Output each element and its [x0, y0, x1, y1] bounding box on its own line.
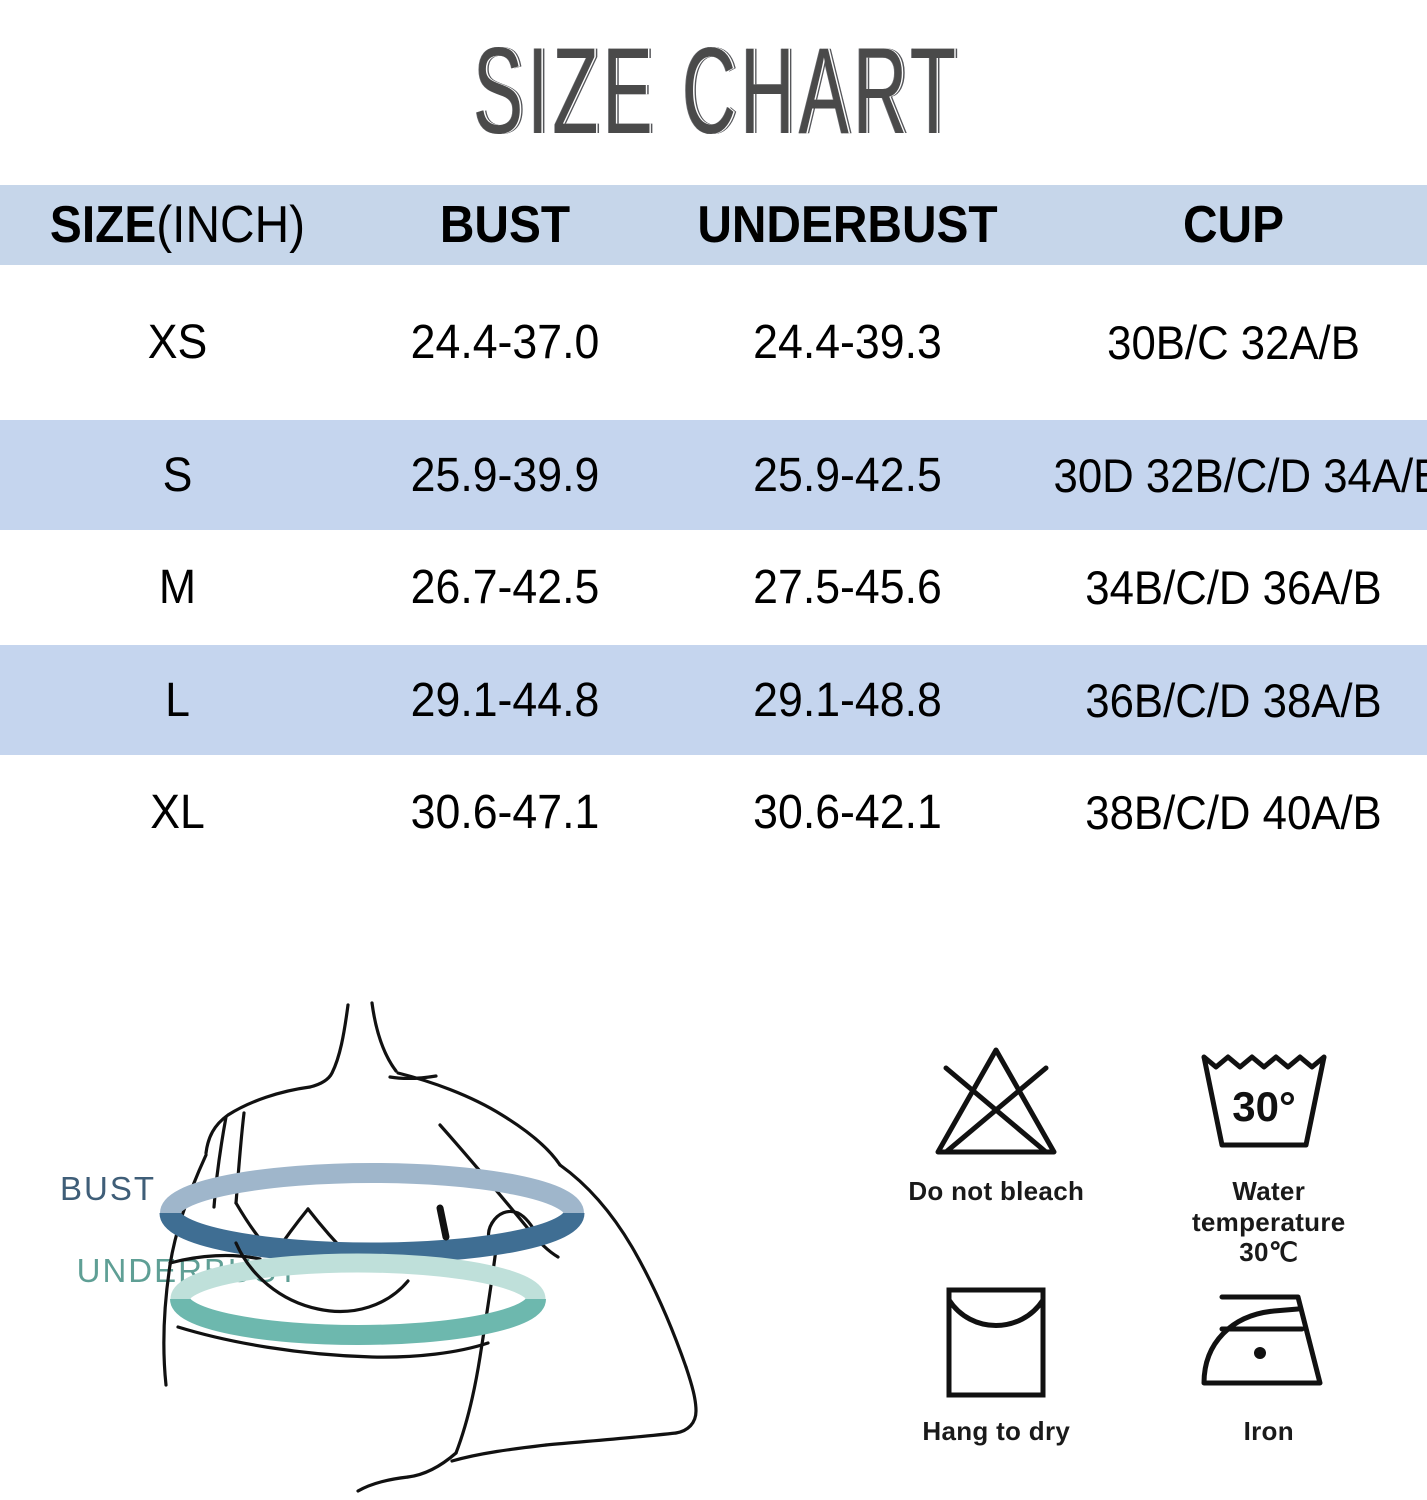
care-item-water-temperature: 30° Water temperature 30℃	[1133, 1035, 1406, 1275]
table-row: L 29.1-44.8 29.1-48.8 36B/C/D 38A/B	[0, 645, 1427, 755]
cell-cup: 30B/C 32A/B	[1107, 316, 1360, 369]
table-row: S 25.9-39.9 25.9-42.5 30D 32B/C/D 34A/B	[0, 420, 1427, 530]
cell-underbust: 29.1-48.8	[753, 673, 942, 727]
cell-size: XS	[147, 316, 208, 369]
torso-measurement-diagram	[159, 1001, 698, 1493]
column-header-size: SIZE(INCH)	[14, 195, 341, 255]
care-caption-line: Iron	[1243, 1416, 1294, 1446]
title-band: SIZE CHART	[0, 0, 1427, 185]
care-caption-line: temperature	[1191, 1206, 1346, 1237]
care-caption-do-not-bleach: Do not bleach	[908, 1176, 1084, 1207]
do-not-bleach-icon	[926, 1035, 1066, 1170]
table-row: XL 30.6-47.1 30.6-42.1 38B/C/D 40A/B	[0, 755, 1427, 870]
care-item-hang-to-dry: Hang to dry	[860, 1275, 1133, 1500]
table-header-row: SIZE(INCH) BUST UNDERBUST CUP	[0, 185, 1427, 265]
cell-size: L	[165, 673, 190, 727]
cell-size: S	[162, 448, 193, 502]
wash-tub-30-icon: 30°	[1194, 1035, 1344, 1170]
cell-cup: 30D 32B/C/D 34A/B	[1053, 448, 1427, 502]
iron-one-dot-icon	[1194, 1275, 1344, 1410]
care-caption-line: Hang to dry	[922, 1416, 1071, 1446]
care-caption-iron: Iron	[1244, 1416, 1294, 1447]
cell-size: M	[158, 561, 197, 614]
cell-bust: 24.4-37.0	[410, 316, 600, 369]
column-header-cup: CUP	[1182, 196, 1284, 254]
column-header-size-strong: SIZE	[49, 196, 157, 254]
column-header-underbust: UNDERBUST	[697, 196, 998, 254]
care-caption-line: 30℃	[1239, 1237, 1299, 1268]
care-item-iron: Iron	[1133, 1275, 1406, 1500]
column-header-size-unit: (INCH)	[156, 196, 306, 254]
torso-illustration	[140, 975, 840, 1500]
care-caption-line: Water	[1232, 1176, 1306, 1206]
page-title: SIZE CHART	[473, 23, 961, 161]
cell-underbust: 24.4-39.3	[753, 316, 942, 369]
care-instructions: Do not bleach 30° Water temperature 30℃	[860, 1035, 1405, 1500]
cell-bust: 30.6-47.1	[410, 786, 600, 839]
cell-underbust: 30.6-42.1	[753, 786, 942, 839]
size-table: SIZE(INCH) BUST UNDERBUST CUP XS 24.4-37…	[0, 185, 1427, 870]
table-row: M 26.7-42.5 27.5-45.6 34B/C/D 36A/B	[0, 530, 1427, 645]
cell-bust: 25.9-39.9	[410, 448, 600, 502]
care-item-do-not-bleach: Do not bleach	[860, 1035, 1133, 1275]
column-header-bust: BUST	[439, 196, 571, 254]
cell-bust: 26.7-42.5	[410, 561, 600, 614]
cell-size: XL	[150, 786, 205, 839]
cell-cup: 38B/C/D 40A/B	[1085, 786, 1382, 839]
cell-bust: 29.1-44.8	[410, 673, 600, 727]
care-caption-hang-to-dry: Hang to dry	[922, 1416, 1070, 1447]
wash-temp-value: 30°	[1232, 1083, 1296, 1130]
cell-cup: 34B/C/D 36A/B	[1085, 561, 1382, 614]
table-row: XS 24.4-37.0 24.4-39.3 30B/C 32A/B	[0, 265, 1427, 420]
cell-underbust: 25.9-42.5	[753, 448, 942, 502]
care-caption-water-temperature: Water temperature 30℃	[1192, 1176, 1346, 1268]
bust-band	[159, 1163, 585, 1264]
cell-underbust: 27.5-45.6	[753, 561, 942, 614]
care-caption-line: Do not bleach	[908, 1176, 1085, 1206]
underbust-band	[170, 1253, 546, 1345]
cell-cup: 36B/C/D 38A/B	[1085, 673, 1382, 727]
bust-label: BUST	[60, 1170, 157, 1207]
hang-to-dry-icon	[931, 1275, 1061, 1410]
